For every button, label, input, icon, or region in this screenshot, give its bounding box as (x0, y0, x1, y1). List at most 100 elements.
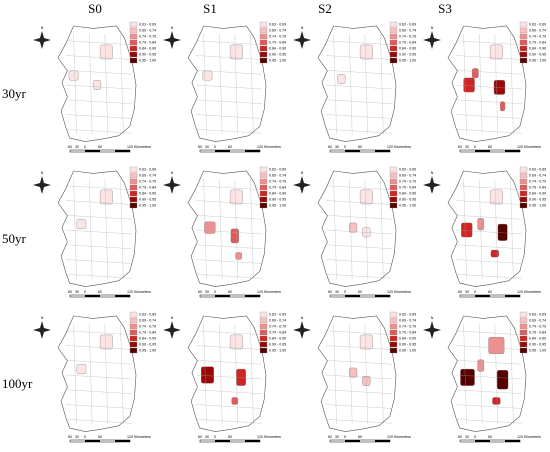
row-label: 50yr (2, 231, 27, 246)
district-border (219, 178, 223, 280)
district-border (325, 229, 393, 235)
district-border (195, 229, 263, 235)
scale-label: 0 (214, 290, 216, 294)
legend-label: 0.90 - 0.95 (529, 342, 546, 346)
district-border (234, 323, 238, 425)
district-border (65, 360, 133, 365)
legend-label: 0.74 - 0.79 (269, 179, 286, 183)
scale-label: 60 (328, 435, 332, 439)
scale-bar (215, 295, 230, 297)
legend-label: 0.69 - 0.74 (399, 318, 416, 322)
district-border (195, 330, 263, 335)
scale-label: 120 (127, 145, 133, 149)
scale-label: 120 (387, 435, 393, 439)
legend-label: 0.90 - 0.95 (139, 52, 156, 56)
scale-bar (115, 150, 130, 152)
district-border (234, 33, 238, 135)
legend-label: 0.74 - 0.79 (529, 324, 546, 328)
district (359, 189, 373, 205)
scale-bar (345, 295, 360, 297)
scale-bar (375, 150, 390, 152)
district-border (219, 323, 223, 425)
scale-bar (245, 150, 260, 152)
legend-swatch (259, 329, 268, 336)
compass (423, 321, 441, 339)
district (490, 249, 499, 258)
scale-bar (375, 440, 390, 442)
legend-label: 0.69 - 0.74 (139, 318, 156, 322)
district-border (195, 70, 263, 75)
legend-label: 0.95 - 1.00 (529, 348, 546, 352)
district-border (455, 129, 523, 134)
scale-label: 0 (474, 435, 476, 439)
district-border (494, 33, 498, 135)
legend-swatch (389, 57, 398, 64)
district-border (65, 229, 133, 235)
scale-label: 120 (257, 435, 263, 439)
scale-label: 30 (465, 435, 469, 439)
legend-swatch (129, 39, 138, 46)
compass-label: N (41, 316, 44, 320)
district-border (325, 360, 393, 365)
district-border (195, 419, 263, 424)
legend-label: 0.79 - 0.84 (529, 185, 546, 189)
legend-label: 0.84 - 0.90 (529, 46, 546, 50)
legend-label: 0.84 - 0.90 (529, 191, 546, 195)
legend-swatch (259, 45, 268, 52)
scale-label: 60 (458, 290, 462, 294)
map-outline (187, 25, 267, 142)
district-border (325, 40, 393, 45)
legend-label: 0.63 - 0.69 (139, 22, 156, 26)
district-border (479, 323, 483, 425)
scale-label: 0 (84, 435, 86, 439)
legend-label: 0.63 - 0.69 (399, 22, 416, 26)
district (349, 367, 358, 378)
legend-label: 0.79 - 0.84 (529, 330, 546, 334)
legend-swatch (389, 347, 398, 354)
scale-label: 0 (214, 435, 216, 439)
compass-label: N (41, 171, 44, 175)
scale-label: 60 (68, 435, 72, 439)
map-panel: N 0.63 - 0.69 0.69 - 0.74 0.74 - 0.79 0.79 -… (163, 21, 286, 153)
legend-swatch (389, 323, 398, 330)
district (229, 44, 243, 60)
column-header: S2 (318, 1, 332, 16)
district-border (195, 274, 263, 279)
legend-swatch (259, 341, 268, 348)
scale-label: 30 (205, 290, 209, 294)
compass (293, 321, 311, 339)
district-border (65, 129, 133, 134)
legend-swatch (389, 33, 398, 40)
column-header: S1 (203, 1, 217, 16)
legend-swatch (129, 311, 138, 318)
legend-label: 0.63 - 0.69 (269, 312, 286, 316)
scale-bar (115, 295, 130, 297)
legend-label: 0.84 - 0.90 (269, 46, 286, 50)
compass (423, 176, 441, 194)
scale-bar (345, 440, 360, 442)
scale-label: 60 (328, 145, 332, 149)
district-border (120, 178, 124, 280)
district (349, 222, 358, 233)
legend-label: 0.69 - 0.74 (269, 173, 286, 177)
scale-label: 120 (387, 290, 393, 294)
district-border (219, 33, 223, 135)
district (76, 364, 87, 374)
district-border (120, 33, 124, 135)
legend-label: 0.95 - 1.00 (139, 58, 156, 62)
compass (33, 321, 51, 339)
legend-label: 0.79 - 0.84 (139, 40, 156, 44)
district (99, 189, 113, 205)
legend-swatch (129, 190, 138, 197)
map-panel: N 0.63 - 0.69 0.69 - 0.74 0.74 - 0.79 0.79 -… (293, 311, 416, 443)
legend-swatch (389, 341, 398, 348)
scale-unit: Kilometers (394, 435, 411, 439)
district-border (250, 178, 254, 280)
legend-swatch (129, 317, 138, 324)
legend-swatch (129, 202, 138, 209)
legend-swatch (389, 329, 398, 336)
legend-swatch (519, 335, 528, 342)
district-border (455, 40, 523, 45)
row-label: 100yr (2, 376, 33, 391)
district-border (325, 389, 393, 394)
